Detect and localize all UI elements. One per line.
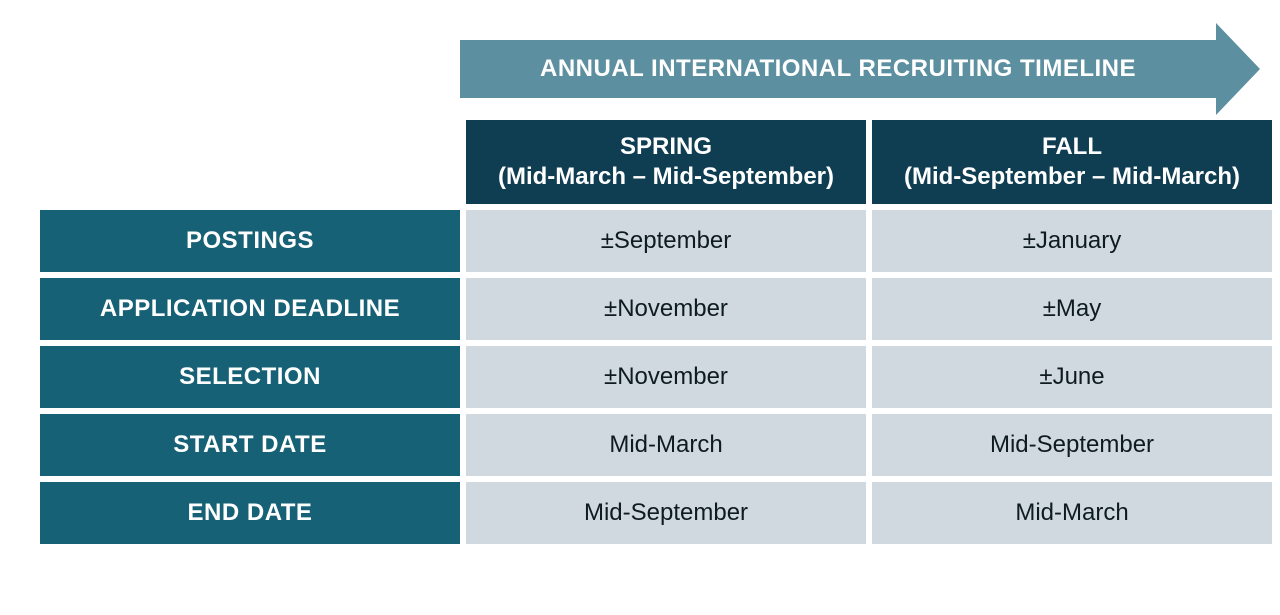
timeline-arrow-head-icon <box>1216 23 1260 115</box>
cell-enddate-spring: Mid-September <box>466 482 866 544</box>
table-blank-corner <box>40 120 460 204</box>
row-header-start-date: START DATE <box>40 414 460 476</box>
cell-value: ±November <box>604 363 728 391</box>
cell-value: Mid-September <box>584 499 748 527</box>
cell-value: ±January <box>1023 227 1122 255</box>
cell-startdate-fall: Mid-September <box>872 414 1272 476</box>
column-header-fall: FALL (Mid-September – Mid-March) <box>872 120 1272 204</box>
column-header-spring-subtitle: (Mid-March – Mid-September) <box>498 162 834 192</box>
cell-value: ±May <box>1043 295 1102 323</box>
row-header-selection: SELECTION <box>40 346 460 408</box>
row-header-label: APPLICATION DEADLINE <box>100 295 400 323</box>
timeline-arrow-title: ANNUAL INTERNATIONAL RECRUITING TIMELINE <box>540 55 1136 83</box>
cell-appdeadline-spring: ±November <box>466 278 866 340</box>
row-header-application-deadline: APPLICATION DEADLINE <box>40 278 460 340</box>
row-header-label: START DATE <box>173 431 326 459</box>
cell-enddate-fall: Mid-March <box>872 482 1272 544</box>
row-header-label: END DATE <box>188 499 313 527</box>
cell-value: Mid-March <box>1015 499 1128 527</box>
row-header-postings: POSTINGS <box>40 210 460 272</box>
row-header-label: POSTINGS <box>186 227 314 255</box>
cell-value: ±September <box>601 227 732 255</box>
column-header-fall-title: FALL <box>1042 132 1102 162</box>
cell-selection-spring: ±November <box>466 346 866 408</box>
cell-value: Mid-March <box>609 431 722 459</box>
column-header-spring-title: SPRING <box>620 132 712 162</box>
timeline-arrow: ANNUAL INTERNATIONAL RECRUITING TIMELINE <box>460 40 1260 98</box>
cell-value: ±November <box>604 295 728 323</box>
cell-value: Mid-September <box>990 431 1154 459</box>
cell-postings-spring: ±September <box>466 210 866 272</box>
recruiting-timeline-table: SPRING (Mid-March – Mid-September) FALL … <box>40 120 1260 544</box>
column-header-fall-subtitle: (Mid-September – Mid-March) <box>904 162 1240 192</box>
row-header-end-date: END DATE <box>40 482 460 544</box>
row-header-label: SELECTION <box>179 363 321 391</box>
cell-selection-fall: ±June <box>872 346 1272 408</box>
cell-startdate-spring: Mid-March <box>466 414 866 476</box>
column-header-spring: SPRING (Mid-March – Mid-September) <box>466 120 866 204</box>
cell-value: ±June <box>1039 363 1104 391</box>
timeline-arrow-body: ANNUAL INTERNATIONAL RECRUITING TIMELINE <box>460 40 1216 98</box>
cell-appdeadline-fall: ±May <box>872 278 1272 340</box>
cell-postings-fall: ±January <box>872 210 1272 272</box>
